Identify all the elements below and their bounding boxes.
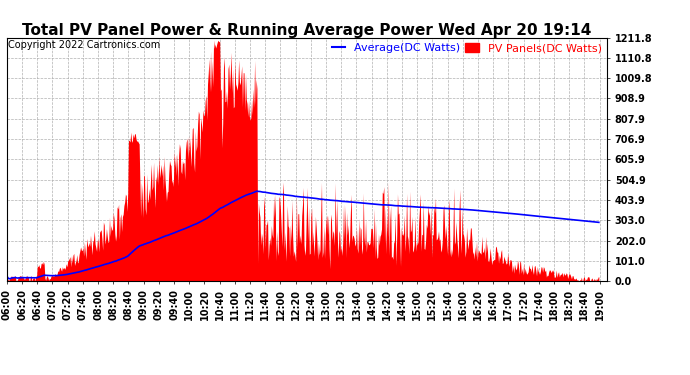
Legend: Average(DC Watts), PV Panels(DC Watts): Average(DC Watts), PV Panels(DC Watts) xyxy=(331,43,602,53)
Title: Total PV Panel Power & Running Average Power Wed Apr 20 19:14: Total PV Panel Power & Running Average P… xyxy=(22,22,592,38)
Text: Copyright 2022 Cartronics.com: Copyright 2022 Cartronics.com xyxy=(8,40,160,50)
